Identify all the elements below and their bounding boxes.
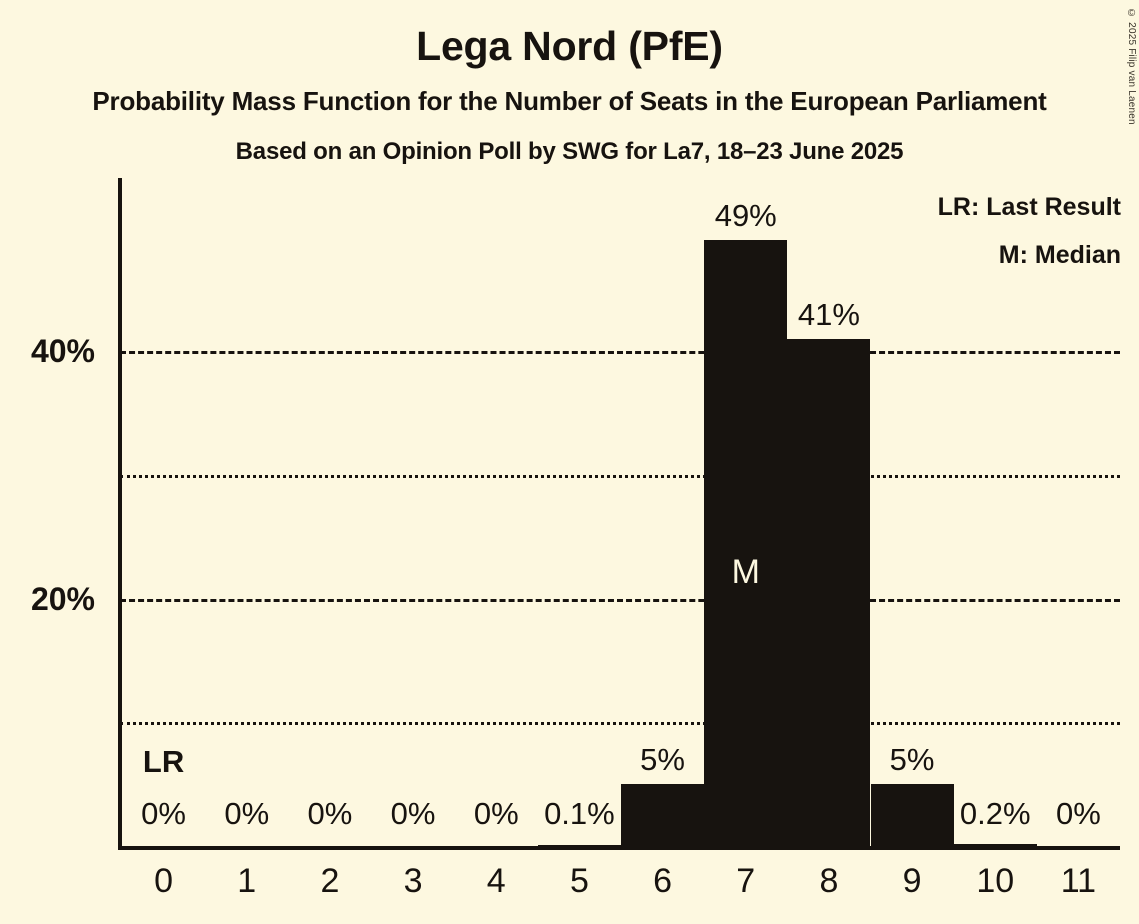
gridline-20 [120,598,1120,602]
bar-seat-8 [787,338,871,846]
x-tick-label-7: 7 [736,862,756,900]
gridline-30 [120,474,1120,478]
bar-seat-10 [953,843,1037,846]
chart-subtitle: Probability Mass Function for the Number… [92,86,1047,116]
value-label-seat-7: 49% [714,197,777,233]
gridline-10 [120,722,1120,726]
x-tick-label-6: 6 [653,862,673,900]
value-label-seat-11: 0% [1056,796,1101,831]
plot-area: 40% 20% 0% LR 0% 0% 0% 0% 0.1% 5% M 49% 41% 5% 0.2% 0%… [31,178,1120,898]
value-label-seat-6: 5% [640,742,685,778]
last-result-marker: LR [142,744,185,779]
value-label-seat-4: 0% [473,796,519,831]
value-label-seat-10: 0.2% [959,796,1031,831]
legend-item-median: M: Median [998,241,1121,269]
x-tick-label-3: 3 [403,862,423,900]
page-title: Lega Nord (PfE) [416,23,723,69]
chart-legend: LR: Last Result M: Median [938,183,1121,279]
value-label-seat-1: 0% [224,796,270,831]
x-tick-label-11: 11 [1060,862,1097,900]
value-label-seat-3: 0% [390,796,436,831]
x-axis-line [118,846,1120,850]
copyright-notice: © 2025 Filip van Laenen [1126,8,1137,125]
x-tick-label-9: 9 [902,862,922,900]
x-tick-label-10: 10 [976,862,1015,900]
bar-seat-9 [870,784,954,846]
y-tick-label-20: 20% [30,580,95,617]
value-label-seat-5: 0.1% [544,796,615,831]
x-tick-label-1: 1 [237,862,257,900]
bar-seat-7: M [704,239,788,846]
chart-source-subtitle: Based on an Opinion Poll by SWG for La7,… [235,138,904,165]
legend-item-last-result: LR: Last Result [937,193,1121,221]
value-label-seat-2: 0% [307,796,353,831]
value-label-seat-0: 0% [141,796,186,831]
y-tick-label-40: 40% [30,333,95,370]
x-tick-label-5: 5 [569,862,589,900]
x-tick-label-2: 2 [320,862,340,900]
gridline-40 [120,351,1120,355]
bar-seat-6 [621,784,705,846]
bar-seat-5 [537,844,621,846]
value-label-seat-9: 5% [889,742,935,778]
x-tick-label-8: 8 [819,862,839,900]
x-tick-label-4: 4 [486,862,506,900]
value-label-seat-8: 41% [797,296,860,332]
median-marker: M [731,553,760,592]
y-axis-line [118,178,122,850]
x-tick-label-0: 0 [154,862,174,900]
